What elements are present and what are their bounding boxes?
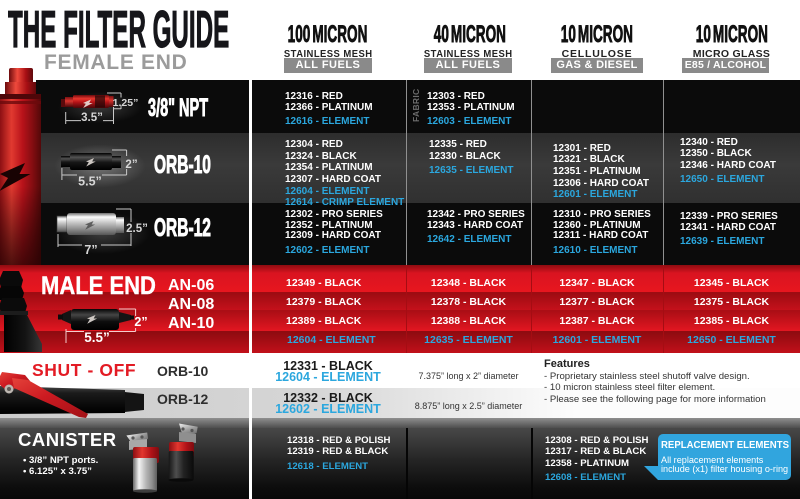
svg-text:3.5”: 3.5” (81, 112, 103, 124)
svg-text:1.25”: 1.25” (113, 97, 139, 109)
svg-text:7”: 7” (84, 243, 97, 255)
svg-text:2”: 2” (134, 315, 147, 329)
svg-text:5.5”: 5.5” (84, 330, 110, 345)
svg-text:2.5”: 2.5” (126, 223, 148, 235)
svg-text:5.5”: 5.5” (78, 175, 102, 189)
svg-text:2”: 2” (125, 159, 137, 171)
